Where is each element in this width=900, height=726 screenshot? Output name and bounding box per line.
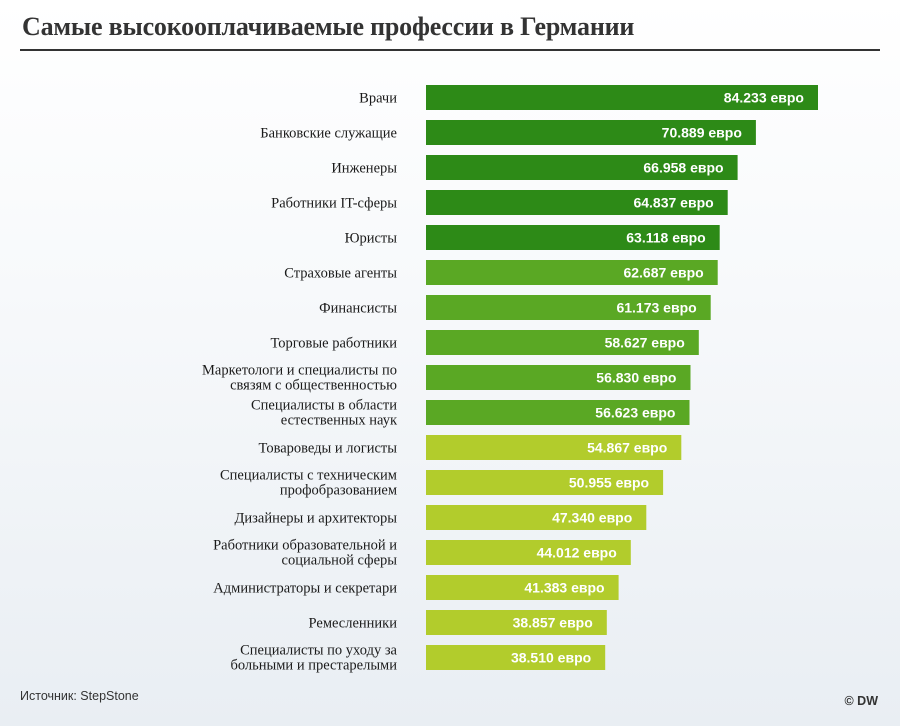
value-label-4: 63.118 евро: [626, 230, 705, 246]
value-label-13: 44.012 евро: [537, 545, 617, 561]
bar-15: [426, 610, 607, 635]
category-label-10: Товароведы и логисты: [259, 441, 398, 457]
category-label-11: Специалисты с техническим профобразование…: [220, 468, 397, 499]
category-label-8: Маркетологи и специалисты по связям с общ…: [202, 363, 397, 394]
category-label-9: Специалисты в области естественных наук: [251, 398, 398, 429]
category-label-6: Финансисты: [319, 301, 397, 317]
value-label-14: 41.383 евро: [524, 580, 604, 596]
bar-2: [426, 155, 738, 180]
value-label-7: 58.627 евро: [605, 335, 685, 351]
category-label-1: Банковские служащие: [260, 126, 397, 142]
bar-9: [426, 400, 690, 425]
copyright-credit: © DW: [844, 694, 878, 708]
category-label-12: Дизайнеры и архитекторы: [235, 511, 398, 527]
category-label-3: Работники IT-сферы: [271, 196, 397, 212]
bar-13: [426, 540, 631, 565]
bar-0: [426, 85, 818, 110]
category-label-15: Ремесленники: [309, 616, 398, 632]
bar-6: [426, 295, 711, 320]
title-rule: [20, 49, 880, 51]
value-label-1: 70.889 евро: [662, 125, 742, 141]
value-label-8: 56.830 евро: [596, 370, 676, 386]
source-note: Источник: StepStone: [20, 689, 139, 703]
value-label-12: 47.340 евро: [552, 510, 632, 526]
value-label-9: 56.623 евро: [595, 405, 675, 421]
value-label-3: 64.837 евро: [633, 195, 713, 211]
bar-5: [426, 260, 718, 285]
bar-3: [426, 190, 728, 215]
category-label-4: Юристы: [345, 231, 398, 247]
bar-1: [426, 120, 756, 145]
bar-10: [426, 435, 682, 460]
value-label-0: 84.233 евро: [724, 90, 804, 106]
value-label-2: 66.958 евро: [643, 160, 723, 176]
value-label-5: 62.687 евро: [623, 265, 703, 281]
bar-11: [426, 470, 664, 495]
value-label-11: 50.955 евро: [569, 475, 649, 491]
chart-title: Самые высокооплачиваемые профессии в Гер…: [22, 12, 635, 41]
bar-8: [426, 365, 691, 390]
bar-14: [426, 575, 619, 600]
category-label-0: Врачи: [359, 91, 397, 107]
category-label-16: Специалисты по уходу за больными и преста…: [230, 643, 397, 674]
category-label-14: Администраторы и секретари: [213, 581, 397, 597]
value-label-16: 38.510 евро: [511, 650, 591, 666]
value-label-15: 38.857 евро: [513, 615, 593, 631]
bar-7: [426, 330, 699, 355]
bar-12: [426, 505, 647, 530]
category-label-13: Работники образовательной и социальной сф…: [213, 538, 397, 569]
value-label-6: 61.173 евро: [616, 300, 696, 316]
category-label-5: Страховые агенты: [284, 266, 397, 282]
category-label-7: Торговые работники: [270, 336, 397, 352]
category-label-2: Инженеры: [331, 161, 397, 177]
value-label-10: 54.867 евро: [587, 440, 667, 456]
bar-4: [426, 225, 720, 250]
bar-16: [426, 645, 606, 670]
